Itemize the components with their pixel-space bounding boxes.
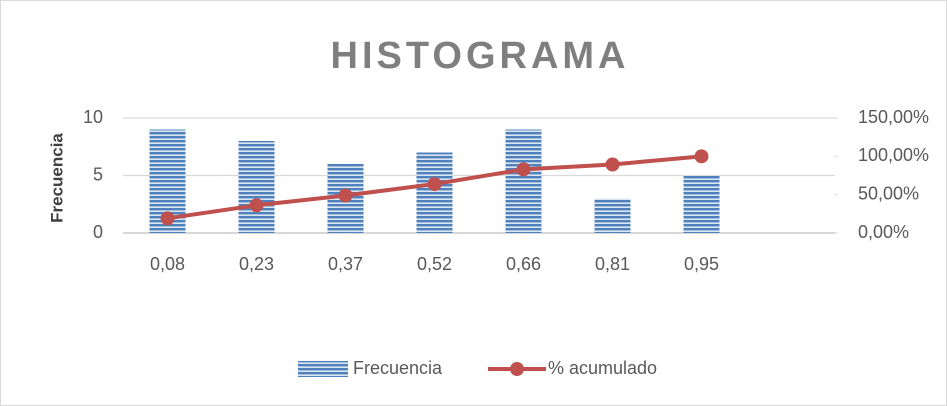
y2-tick-label: 100,00% [858,145,929,165]
line-marker [427,177,442,192]
x-tick-label: 0,81 [595,254,630,274]
legend-marker [510,362,524,376]
bar [505,129,542,233]
bar [683,175,720,233]
line-marker [249,198,264,213]
y-tick-label: 10 [83,107,103,127]
x-tick-label: 0,37 [328,254,363,274]
x-tick-label: 0,52 [417,254,452,274]
x-tick-label: 0,08 [150,254,185,274]
x-tick-label: 0,23 [239,254,274,274]
y2-tick-label: 150,00% [858,107,929,127]
y2-tick-label: 50,00% [858,183,919,203]
legend-label: Frecuencia [353,358,443,378]
chart-title: HISTOGRAMA [331,35,630,77]
y-axis-label: Frecuencia [47,133,66,223]
line-marker [694,149,709,164]
line-marker [605,157,620,172]
line-marker [516,162,531,177]
x-tick-label: 0,66 [506,254,541,274]
line-marker [160,211,175,226]
legend-swatch [298,361,348,377]
legend-label: % acumulado [548,358,657,378]
y-tick-label: 0 [93,222,103,242]
bar [594,198,631,233]
x-tick-label: 0,95 [684,254,719,274]
y2-tick-label: 0,00% [858,222,909,242]
bar [416,152,453,233]
y-tick-label: 5 [93,164,103,184]
line-marker [338,188,353,203]
bar [238,141,275,233]
